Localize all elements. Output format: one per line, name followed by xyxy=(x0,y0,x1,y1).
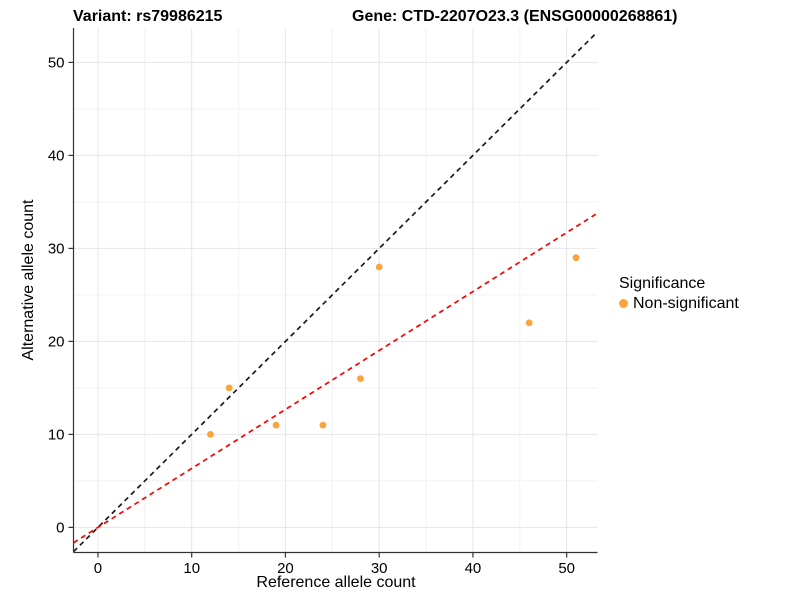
legend-point-icon xyxy=(619,299,628,308)
y-tick-label: 50 xyxy=(48,55,65,72)
identity-line xyxy=(73,31,598,553)
fitted-ratio-line xyxy=(73,212,598,544)
y-tick-label: 20 xyxy=(48,334,65,351)
data-point xyxy=(272,421,280,429)
y-tick-label: 0 xyxy=(56,520,64,537)
x-tick-label: 50 xyxy=(558,560,575,577)
legend: Significance Non-significant xyxy=(619,274,739,312)
grid-major xyxy=(73,28,598,553)
variant-title: Variant: rs79986215 xyxy=(73,8,223,25)
y-tick-label: 40 xyxy=(48,148,65,165)
x-tick-label: 30 xyxy=(371,560,388,577)
data-points xyxy=(207,254,580,438)
y-tick-label: 30 xyxy=(48,241,65,258)
legend-item-label: Non-significant xyxy=(633,295,739,312)
gene-title: Gene: CTD-2207O23.3 (ENSG00000268861) xyxy=(352,8,678,25)
x-axis-label: Reference allele count xyxy=(256,574,416,591)
data-point xyxy=(357,375,364,382)
x-tick-label: 20 xyxy=(277,560,294,577)
axes: 0 10 20 30 40 50 0 10 20 30 40 50 xyxy=(48,28,598,577)
legend-title: Significance xyxy=(619,275,706,292)
x-tick-label: 40 xyxy=(465,560,482,577)
x-tick-label: 0 xyxy=(94,560,102,577)
data-point xyxy=(319,421,327,429)
grid-minor xyxy=(73,28,598,553)
data-point xyxy=(572,254,580,262)
reference-lines xyxy=(73,31,598,553)
data-point xyxy=(525,319,533,327)
y-axis-label: Alternative allele count xyxy=(20,199,37,361)
data-point xyxy=(375,263,383,271)
y-tick-label: 10 xyxy=(48,427,65,444)
data-point xyxy=(225,384,233,392)
data-point xyxy=(207,430,214,438)
x-tick-label: 10 xyxy=(183,560,200,577)
legend-item: Non-significant xyxy=(619,295,739,312)
